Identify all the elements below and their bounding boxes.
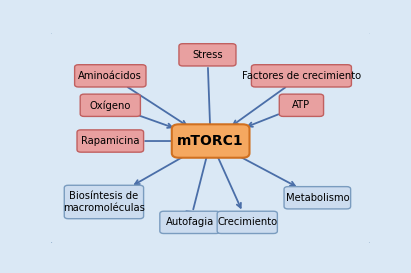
FancyBboxPatch shape xyxy=(279,94,323,116)
FancyBboxPatch shape xyxy=(252,65,351,87)
FancyBboxPatch shape xyxy=(48,31,373,245)
FancyBboxPatch shape xyxy=(77,130,143,152)
FancyBboxPatch shape xyxy=(64,185,143,219)
FancyBboxPatch shape xyxy=(172,124,249,158)
Text: Factores de crecimiento: Factores de crecimiento xyxy=(242,71,361,81)
Text: Rapamicina: Rapamicina xyxy=(81,136,140,146)
FancyBboxPatch shape xyxy=(160,211,220,233)
Text: Stress: Stress xyxy=(192,50,223,60)
Text: Metabolismo: Metabolismo xyxy=(286,193,349,203)
Text: Autofagia: Autofagia xyxy=(166,217,214,227)
FancyBboxPatch shape xyxy=(217,211,277,233)
Text: Aminoácidos: Aminoácidos xyxy=(79,71,142,81)
Text: Oxígeno: Oxígeno xyxy=(90,100,131,111)
Text: Crecimiento: Crecimiento xyxy=(217,217,277,227)
FancyBboxPatch shape xyxy=(75,65,146,87)
FancyBboxPatch shape xyxy=(80,94,141,116)
FancyBboxPatch shape xyxy=(284,187,351,209)
Text: ATP: ATP xyxy=(292,100,310,110)
FancyBboxPatch shape xyxy=(179,44,236,66)
Text: Biosíntesis de
macromoléculas: Biosíntesis de macromoléculas xyxy=(63,191,145,213)
Text: mTORC1: mTORC1 xyxy=(177,134,244,148)
